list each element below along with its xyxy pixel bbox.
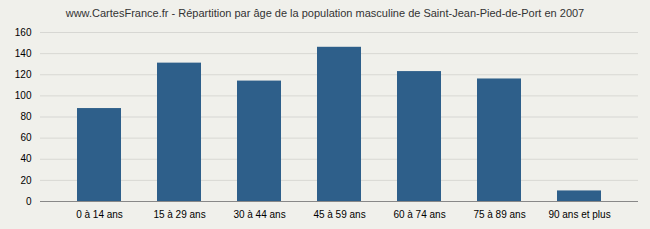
svg-text:75 à 89 ans: 75 à 89 ans (473, 209, 525, 220)
html-text:www.CartesFrance.fr - Répartit: www.CartesFrance.fr - Répartition par âg… (65, 7, 585, 19)
svg-text:80: 80 (20, 111, 32, 122)
svg-text:45 à 59 ans: 45 à 59 ans (313, 209, 365, 220)
svg-text:120: 120 (15, 69, 32, 80)
svg-text:15 à 29 ans: 15 à 29 ans (153, 209, 205, 220)
svg-text:20: 20 (20, 175, 32, 186)
svg-text:60: 60 (20, 132, 32, 143)
svg-text:40: 40 (20, 153, 32, 164)
svg-text:30 à 44 ans: 30 à 44 ans (233, 209, 285, 220)
svg-text:90 ans et plus: 90 ans et plus (548, 209, 610, 220)
svg-text:160: 160 (15, 27, 32, 38)
svg-text:0 à 14 ans: 0 à 14 ans (76, 209, 123, 220)
svg-text:140: 140 (15, 48, 32, 59)
svg-text:0: 0 (26, 196, 32, 207)
svg-text:100: 100 (15, 90, 32, 101)
svg-text:60 à 74 ans: 60 à 74 ans (393, 209, 445, 220)
